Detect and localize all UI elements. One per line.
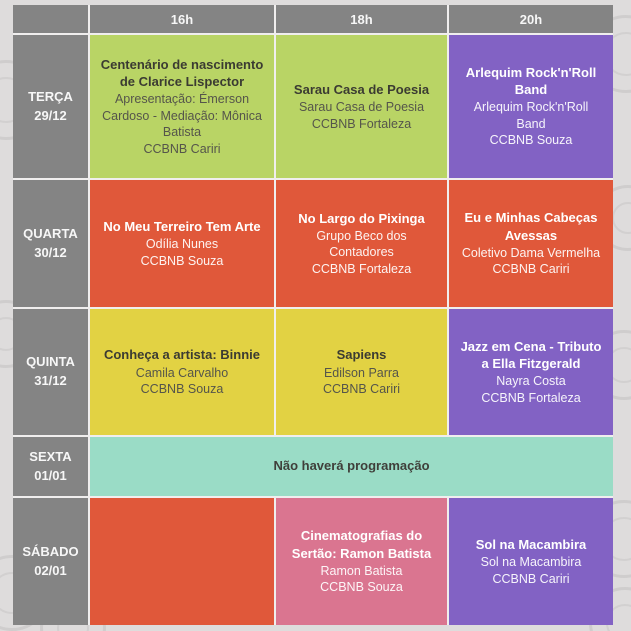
event-cell-quarta-20h: Eu e Minhas Cabeças Avessas Coletivo Dam… (449, 180, 613, 307)
event-cell-sabado-20h: Sol na Macambira Sol na Macambira CCBNB … (449, 498, 613, 625)
event-title: Eu e Minhas Cabeças Avessas (464, 210, 598, 243)
event-title: Centenário de nascimento de Clarice Lisp… (100, 56, 264, 89)
event-cell-sabado-18h: Cinematografias do Sertão: Ramon Batista… (276, 498, 447, 625)
event-title: Sapiens (336, 347, 387, 363)
event-venue: CCBNB Cariri (143, 141, 221, 156)
schedule-grid: 16h 18h 20h TERÇA 29/12 Centenário de na… (13, 5, 613, 625)
event-venue: CCBNB Souza (140, 253, 224, 268)
event-detail: Arlequim Rock'n'Roll Band (473, 100, 589, 131)
event-detail: Camila Carvalho (135, 365, 229, 380)
day-label-terca: TERÇA 29/12 (13, 35, 88, 178)
event-detail: Apresentação: Émerson Cardoso - Mediação… (102, 92, 262, 140)
event-venue: CCBNB Cariri (492, 571, 570, 586)
event-venue: CCBNB Fortaleza (311, 261, 412, 276)
no-programming-notice: Não haverá programação (273, 458, 430, 474)
event-title: Sarau Casa de Poesia (293, 81, 430, 97)
event-detail: Nayra Costa (496, 374, 566, 389)
event-cell-quinta-18h: Sapiens Edilson Parra CCBNB Cariri (276, 309, 447, 435)
event-cell-quarta-18h: No Largo do Pixinga Grupo Beco dos Conta… (276, 180, 447, 307)
event-venue: CCBNB Souza (140, 382, 224, 397)
day-label-sexta: SEXTA 01/01 (13, 437, 88, 496)
event-title: Cinematografias do Sertão: Ramon Batista (291, 528, 432, 561)
event-venue: CCBNB Souza (489, 133, 573, 148)
day-name: SÁBADO (22, 543, 79, 559)
day-date: 29/12 (34, 107, 67, 123)
day-name: QUINTA (26, 354, 75, 370)
event-venue: CCBNB Fortaleza (311, 116, 412, 131)
event-cell-sexta-full: Não haverá programação (90, 437, 613, 496)
event-venue: CCBNB Fortaleza (481, 390, 581, 405)
header-corner (13, 5, 88, 33)
header-time-20h: 20h (449, 5, 613, 33)
event-cell-quinta-20h: Jazz em Cena - Tributo a Ella Fitzgerald… (449, 309, 613, 435)
day-name: QUARTA (23, 225, 78, 241)
event-title: Conheça a artista: Binnie (103, 347, 261, 363)
event-cell-sabado-16h-empty (90, 498, 274, 625)
event-detail: Sol na Macambira (480, 555, 582, 570)
header-time-18h: 18h (276, 5, 447, 33)
event-title: Sol na Macambira (475, 536, 587, 552)
event-cell-quinta-16h: Conheça a artista: Binnie Camila Carvalh… (90, 309, 274, 435)
event-detail: Odília Nunes (145, 237, 219, 252)
event-title: No Largo do Pixinga (298, 210, 425, 226)
event-title: Jazz em Cena - Tributo a Ella Fitzgerald (460, 338, 602, 371)
day-label-quarta: QUARTA 30/12 (13, 180, 88, 307)
day-date: 01/01 (34, 467, 67, 483)
event-detail: Edilson Parra (323, 365, 400, 380)
day-date: 31/12 (34, 373, 67, 388)
day-date: 30/12 (34, 244, 67, 260)
day-date: 02/01 (34, 562, 67, 578)
event-cell-terca-20h: Arlequim Rock'n'Roll Band Arlequim Rock'… (449, 35, 613, 178)
event-venue: CCBNB Cariri (492, 262, 570, 277)
event-detail: Coletivo Dama Vermelha (461, 245, 601, 260)
day-label-quinta: QUINTA 31/12 (13, 309, 88, 435)
event-detail: Ramon Batista (320, 563, 403, 578)
day-name: TERÇA (28, 88, 73, 104)
event-detail: Sarau Casa de Poesia (298, 100, 425, 115)
event-cell-terca-16h: Centenário de nascimento de Clarice Lisp… (90, 35, 274, 178)
header-time-16h: 16h (90, 5, 274, 33)
event-venue: CCBNB Souza (320, 580, 403, 595)
event-cell-terca-18h: Sarau Casa de Poesia Sarau Casa de Poesi… (276, 35, 447, 178)
event-title: Arlequim Rock'n'Roll Band (465, 65, 597, 98)
day-name: SEXTA (29, 448, 72, 464)
event-detail: Grupo Beco dos Contadores (316, 228, 407, 260)
event-cell-quarta-16h: No Meu Terreiro Tem Arte Odília Nunes CC… (90, 180, 274, 307)
day-label-sabado: SÁBADO 02/01 (13, 498, 88, 625)
event-title: No Meu Terreiro Tem Arte (103, 218, 261, 234)
event-venue: CCBNB Cariri (322, 382, 401, 397)
